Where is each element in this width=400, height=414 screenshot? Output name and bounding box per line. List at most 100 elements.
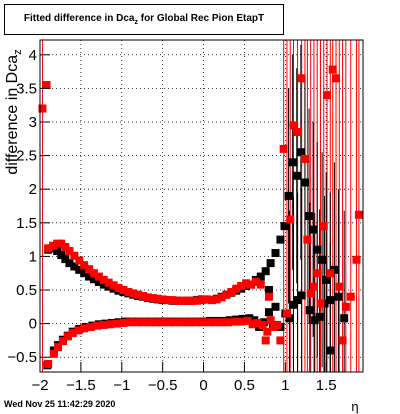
data-point-red	[94, 272, 103, 281]
data-point-black	[80, 269, 89, 278]
data-point-black	[292, 171, 301, 180]
data-point-red	[354, 210, 363, 219]
data-point-red	[44, 244, 53, 253]
data-point-red	[202, 295, 211, 304]
data-point-black	[297, 291, 306, 300]
data-point-red	[242, 279, 251, 288]
data-point-red	[145, 318, 154, 327]
data-point-red	[53, 239, 62, 248]
data-point-black	[53, 247, 62, 256]
data-point-red	[70, 251, 79, 260]
data-point-red	[139, 318, 148, 327]
data-point-red	[256, 280, 265, 289]
data-point-red	[119, 286, 128, 295]
data-point-black	[305, 306, 314, 315]
data-point-black	[313, 245, 322, 254]
data-point-red	[313, 269, 322, 278]
data-point-red	[232, 284, 241, 293]
y-tick-label: 2.5	[16, 148, 37, 165]
data-point-black	[296, 148, 305, 157]
data-point-black	[326, 346, 335, 355]
data-point-red	[243, 316, 252, 325]
data-point-red	[217, 318, 226, 327]
x-tick-label: −1	[113, 377, 130, 394]
data-point-red	[173, 296, 182, 305]
data-point-red	[139, 292, 148, 301]
data-point-red	[165, 318, 174, 327]
data-point-black	[340, 314, 349, 323]
data-point-black	[330, 265, 339, 274]
data-point-black	[271, 302, 280, 311]
data-point-black	[293, 296, 302, 305]
data-point-black	[276, 235, 285, 244]
data-point-red	[53, 343, 62, 352]
data-point-black	[261, 267, 270, 276]
chart-title: Fitted difference in Dcaz for Global Rec…	[23, 13, 265, 26]
data-point-red	[251, 277, 260, 286]
data-point-red	[207, 296, 216, 305]
data-point-black	[334, 292, 343, 301]
data-point-red	[253, 318, 262, 327]
data-point-black	[326, 296, 335, 305]
data-point-black	[57, 251, 66, 260]
data-point-red	[217, 293, 226, 302]
data-point-red	[93, 321, 102, 330]
data-point-black	[256, 272, 265, 281]
y-tick-label: 1.5	[16, 215, 37, 232]
data-point-red	[263, 327, 272, 336]
data-point-black	[264, 286, 273, 295]
data-point-red	[80, 324, 89, 333]
data-point-black	[280, 222, 289, 231]
data-point-black	[320, 299, 329, 308]
data-point-black	[65, 259, 74, 268]
data-point-red	[306, 289, 315, 298]
x-tick-label: −1.5	[66, 377, 96, 394]
data-point-red	[44, 359, 53, 368]
data-point-black	[94, 277, 103, 286]
data-point-black	[322, 275, 331, 284]
data-point-red	[61, 242, 70, 251]
data-point-red	[125, 318, 134, 327]
data-point-black	[61, 255, 70, 264]
data-point-red	[112, 319, 121, 328]
data-point-red	[38, 104, 47, 113]
data-point-red	[178, 318, 187, 327]
data-point-red	[124, 288, 133, 297]
data-point-red	[188, 296, 197, 305]
data-point-red	[197, 296, 206, 305]
data-point-red	[143, 293, 152, 302]
data-point-red	[191, 318, 200, 327]
data-point-black	[288, 158, 297, 167]
data-point-red	[134, 290, 143, 299]
data-point-red	[338, 336, 347, 345]
y-tick-label: 3.5	[16, 80, 37, 97]
data-point-red	[158, 318, 167, 327]
data-point-red	[286, 215, 295, 224]
data-point-red	[99, 275, 108, 284]
data-point-red	[289, 121, 298, 130]
data-point-red	[328, 65, 337, 74]
data-point-black	[99, 280, 108, 289]
data-point-red	[152, 318, 161, 327]
x-tick-label: −2	[31, 377, 48, 394]
data-point-red	[74, 326, 83, 335]
y-axis-label: difference in Dcaz	[4, 49, 24, 174]
data-point-red	[237, 317, 246, 326]
data-point-red	[86, 322, 95, 331]
data-point-red	[129, 289, 138, 298]
data-point-black	[285, 314, 294, 323]
y-tick-label: 4	[29, 47, 37, 64]
data-point-red	[109, 281, 118, 290]
data-point-red	[57, 239, 66, 248]
data-point-red	[158, 295, 167, 304]
data-point-black	[284, 191, 293, 200]
y-tick-label: −0.5	[7, 349, 37, 366]
data-point-red	[297, 74, 306, 83]
data-point-red	[171, 318, 180, 327]
data-point-red	[197, 318, 206, 327]
data-point-black	[104, 282, 113, 291]
data-point-red	[106, 320, 115, 329]
x-tick-label: −0.5	[148, 377, 178, 394]
data-point-red	[276, 336, 285, 345]
data-point-red	[99, 320, 108, 329]
